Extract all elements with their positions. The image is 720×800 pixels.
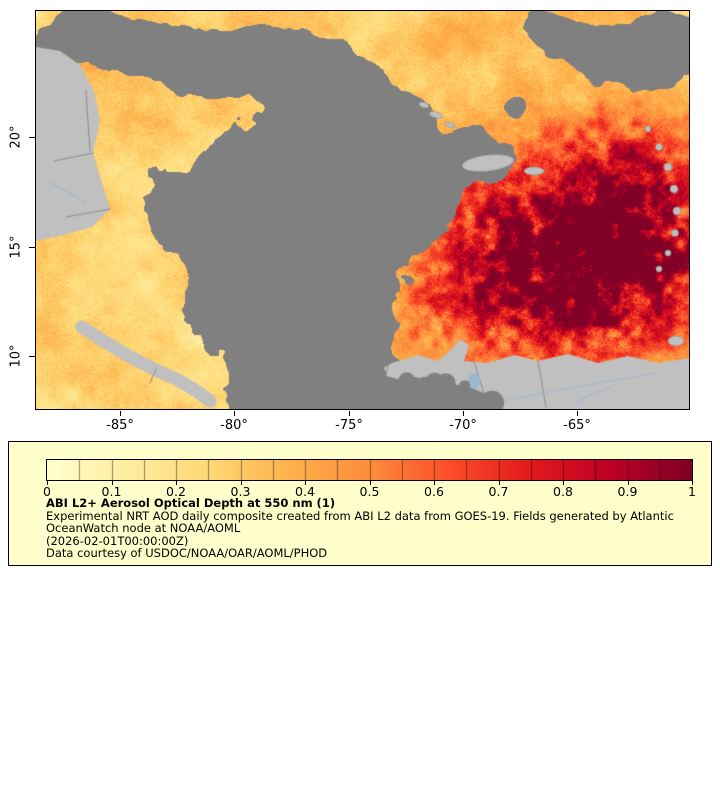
y-axis-tick-label: 20° bbox=[8, 125, 24, 149]
x-axis-tick bbox=[120, 411, 121, 416]
legend-title: ABI L2+ Aerosol Optical Depth at 550 nm … bbox=[46, 496, 336, 510]
colorbar-tick-label: 1 bbox=[688, 484, 696, 499]
aod-map-panel bbox=[35, 10, 690, 410]
x-axis-tick-label: -65° bbox=[563, 418, 591, 433]
colorbar-tick bbox=[176, 481, 177, 485]
colorbar-gradient bbox=[47, 460, 692, 480]
legend-description-line1: Experimental NRT AOD daily composite cre… bbox=[46, 508, 674, 523]
x-axis-tick-label: -70° bbox=[449, 418, 477, 433]
colorbar-tick-label: 0.2 bbox=[166, 484, 186, 499]
colorbar-tick bbox=[241, 481, 242, 485]
colorbar-tick bbox=[434, 481, 435, 485]
colorbar-tick bbox=[47, 481, 48, 485]
colorbar-tick-label: 0.3 bbox=[230, 484, 251, 499]
legend-panel: 0 0.1 0.2 0.3 0.4 0.5 0.6 0.7 0.8 0.9 1 ABI L2+ Ae… bbox=[8, 441, 712, 566]
y-axis-tick bbox=[29, 137, 35, 138]
x-axis-tick bbox=[463, 411, 464, 416]
colorbar-tick bbox=[692, 481, 693, 485]
legend-timestamp: (2026-02-01T00:00:00Z) bbox=[46, 533, 189, 548]
x-axis-tick bbox=[349, 411, 350, 416]
x-axis-tick-label: -80° bbox=[220, 418, 248, 433]
colorbar bbox=[46, 459, 693, 481]
y-axis-tick bbox=[29, 247, 35, 248]
colorbar-tick-label: 0.6 bbox=[424, 484, 444, 499]
colorbar-tick-label: 0.9 bbox=[617, 484, 638, 499]
colorbar-tick bbox=[628, 481, 629, 485]
colorbar-tick bbox=[305, 481, 306, 485]
colorbar-tick-label: 0.8 bbox=[553, 484, 573, 499]
x-axis-tick bbox=[577, 411, 578, 416]
x-axis-tick bbox=[234, 411, 235, 416]
colorbar-tick bbox=[499, 481, 500, 485]
x-axis-tick-label: -75° bbox=[335, 418, 363, 433]
legend-text-block: ABI L2+ Aerosol Optical Depth at 550 nm … bbox=[46, 497, 674, 560]
y-axis-tick-label: 15° bbox=[8, 235, 24, 259]
colorbar-tick bbox=[563, 481, 564, 485]
x-axis-tick-label: -85° bbox=[106, 418, 134, 433]
colorbar-tick bbox=[370, 481, 371, 485]
aod-map-image bbox=[36, 11, 689, 409]
colorbar-tick-label: 0.5 bbox=[359, 484, 380, 499]
colorbar-tick-label: 0 bbox=[43, 484, 51, 499]
colorbar-tick-label: 0.4 bbox=[295, 484, 315, 499]
legend-credit: Data courtesy of USDOC/NOAA/OAR/AOML/PHO… bbox=[46, 546, 328, 560]
colorbar-tick-label: 0.7 bbox=[488, 484, 509, 499]
legend-description-line2: OceanWatch node at NOAA/AOML bbox=[46, 521, 241, 535]
y-axis-tick bbox=[29, 356, 35, 357]
y-axis-tick-label: 10° bbox=[8, 344, 24, 368]
colorbar-tick-label: 0.1 bbox=[101, 484, 122, 499]
colorbar-tick bbox=[112, 481, 113, 485]
